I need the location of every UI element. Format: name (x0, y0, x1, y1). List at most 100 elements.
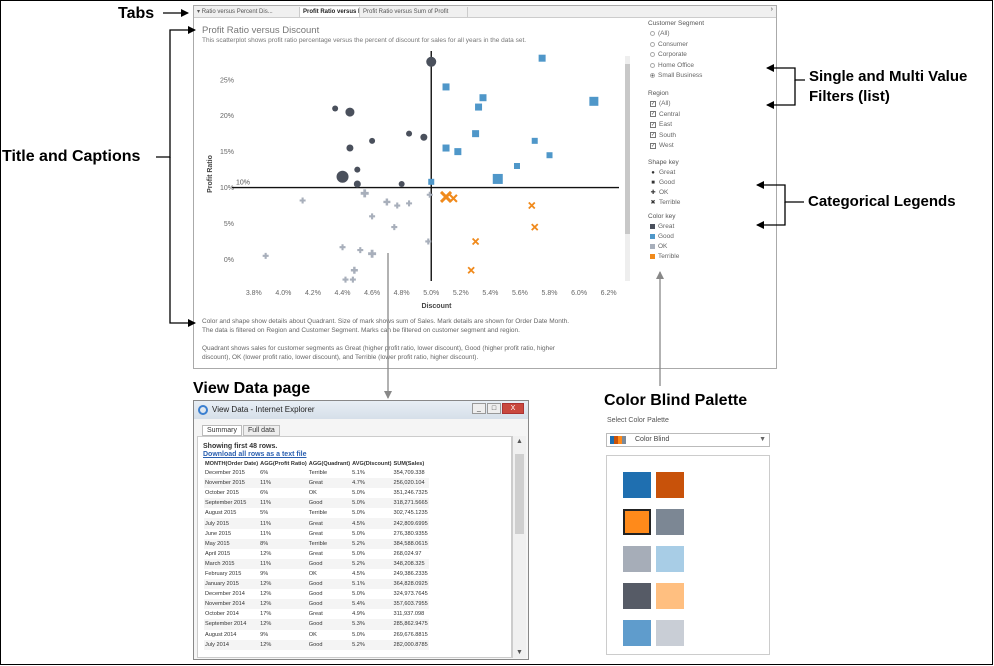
palette-swatch[interactable] (656, 509, 684, 535)
scroll-up-icon[interactable]: ▲ (516, 438, 523, 445)
point-ok[interactable] (426, 191, 433, 198)
point-great[interactable] (346, 144, 354, 152)
point-ok[interactable] (262, 252, 269, 259)
tab-ratio-vs-percent-discount[interactable]: ▾ Ratio versus Percent Dis... (194, 7, 300, 17)
palette-swatch[interactable] (656, 620, 684, 646)
point-ok[interactable] (349, 276, 356, 283)
shape-legend-item[interactable]: ● Great (650, 169, 675, 176)
shape-legend-item[interactable]: ■ Good (650, 179, 675, 186)
point-terrible[interactable] (528, 201, 536, 210)
color-legend-item[interactable]: OK (650, 243, 667, 250)
point-great[interactable] (345, 107, 355, 117)
point-great[interactable] (332, 105, 339, 112)
point-great[interactable] (398, 180, 405, 187)
point-good[interactable] (531, 137, 538, 144)
shape-legend-item[interactable]: ✖ Terrible (650, 199, 680, 206)
point-ok[interactable] (299, 197, 306, 204)
tab-full-data[interactable]: Full data (242, 425, 280, 436)
region-option-central[interactable]: ✓ Central (650, 111, 680, 118)
radio-button[interactable] (650, 41, 655, 47)
checkbox[interactable]: ✓ (650, 121, 656, 128)
segment-option-consumer[interactable]: Consumer (650, 41, 688, 48)
point-great[interactable] (420, 133, 428, 141)
region-option-west[interactable]: ✓ West (650, 142, 674, 149)
tab-next-icon[interactable]: › (770, 6, 773, 13)
point-ok[interactable] (425, 238, 432, 245)
maximize-button[interactable]: □ (487, 403, 501, 414)
radio-button[interactable] (650, 52, 655, 57)
chart-scrollbar-thumb[interactable] (625, 64, 630, 234)
region-option-east[interactable]: ✓ East (650, 121, 672, 128)
point-great[interactable] (406, 130, 413, 137)
shape-legend-item[interactable]: ✚ OK (650, 189, 668, 196)
scroll-down-icon[interactable]: ▼ (516, 649, 523, 656)
point-terrible[interactable] (471, 237, 480, 246)
radio-button[interactable] (650, 73, 655, 78)
close-button[interactable]: X (502, 403, 524, 414)
region-option--all-[interactable]: ✓ (All) (650, 100, 671, 107)
point-ok[interactable] (383, 198, 391, 206)
point-good[interactable] (428, 178, 435, 185)
palette-swatch[interactable] (656, 472, 684, 498)
point-terrible[interactable] (439, 190, 453, 203)
palette-swatch[interactable] (623, 472, 651, 498)
point-ok[interactable] (391, 224, 398, 231)
point-good[interactable] (513, 163, 520, 169)
point-good[interactable] (472, 130, 480, 138)
point-good[interactable] (475, 103, 483, 111)
point-good[interactable] (454, 148, 462, 156)
palette-swatch[interactable] (656, 546, 684, 572)
point-great[interactable] (426, 56, 437, 67)
tab-profit-ratio-vs-discount[interactable]: Profit Ratio versus Discount (300, 7, 360, 17)
download-link[interactable]: Download all rows as a text file (203, 451, 307, 458)
point-ok[interactable] (368, 249, 377, 258)
point-ok[interactable] (350, 266, 358, 274)
point-great[interactable] (336, 170, 349, 183)
point-good[interactable] (479, 94, 487, 102)
palette-swatch[interactable] (623, 620, 651, 646)
point-good[interactable] (442, 144, 450, 152)
checkbox[interactable]: ✓ (650, 132, 656, 138)
checkbox[interactable]: ✓ (650, 142, 656, 149)
region-option-south[interactable]: ✓ South (650, 132, 676, 139)
point-ok[interactable] (394, 202, 401, 209)
segment-option--all-[interactable]: (All) (650, 30, 670, 37)
color-legend-item[interactable]: Terrible (650, 253, 679, 260)
checkbox[interactable]: ✓ (650, 100, 656, 107)
point-ok[interactable] (357, 247, 364, 254)
checkbox[interactable]: ✓ (650, 111, 656, 117)
point-ok[interactable] (342, 276, 349, 283)
view-data-scrollbar-thumb[interactable] (515, 454, 524, 534)
point-great[interactable] (354, 166, 361, 173)
tab-summary[interactable]: Summary (202, 425, 242, 436)
color-legend-item[interactable]: Great (650, 223, 674, 230)
segment-option-corporate[interactable]: Corporate (650, 51, 687, 58)
point-ok[interactable] (369, 213, 376, 220)
palette-swatch[interactable] (623, 509, 651, 535)
minimize-button[interactable]: _ (472, 403, 486, 414)
point-terrible[interactable] (531, 223, 539, 231)
point-ok[interactable] (406, 200, 413, 207)
point-great[interactable] (369, 137, 376, 144)
point-good[interactable] (546, 152, 553, 159)
palette-swatch[interactable] (623, 583, 651, 609)
palette-swatch[interactable] (656, 583, 684, 609)
scatter-chart[interactable]: 0% 5% 10% 15% 20% 25% 3.8% 4.0% 4.2% 4.4% 4.6% 4.8%… (194, 6, 644, 316)
segment-option-small-business[interactable]: Small Business (650, 72, 702, 79)
segment-option-home-office[interactable]: Home Office (650, 62, 694, 69)
point-ok[interactable] (360, 189, 369, 198)
point-ok[interactable] (339, 244, 346, 251)
tab-profit-ratio-vs-sum-of-profit[interactable]: Profit Ratio versus Sum of Profit (360, 7, 468, 17)
color-legend-item[interactable]: Good (650, 233, 674, 240)
point-good[interactable] (538, 54, 546, 62)
chart-scrollbar[interactable] (625, 56, 630, 281)
radio-button[interactable] (650, 62, 655, 68)
radio-button[interactable] (650, 31, 655, 36)
view-data-scrollbar[interactable]: ▲ ▼ (512, 436, 526, 658)
point-good[interactable] (442, 83, 450, 91)
palette-select[interactable]: Color Blind ▼ (606, 433, 770, 447)
point-good[interactable] (589, 96, 599, 106)
point-terrible[interactable] (449, 194, 458, 203)
point-great[interactable] (353, 180, 361, 188)
point-good[interactable] (492, 173, 503, 184)
